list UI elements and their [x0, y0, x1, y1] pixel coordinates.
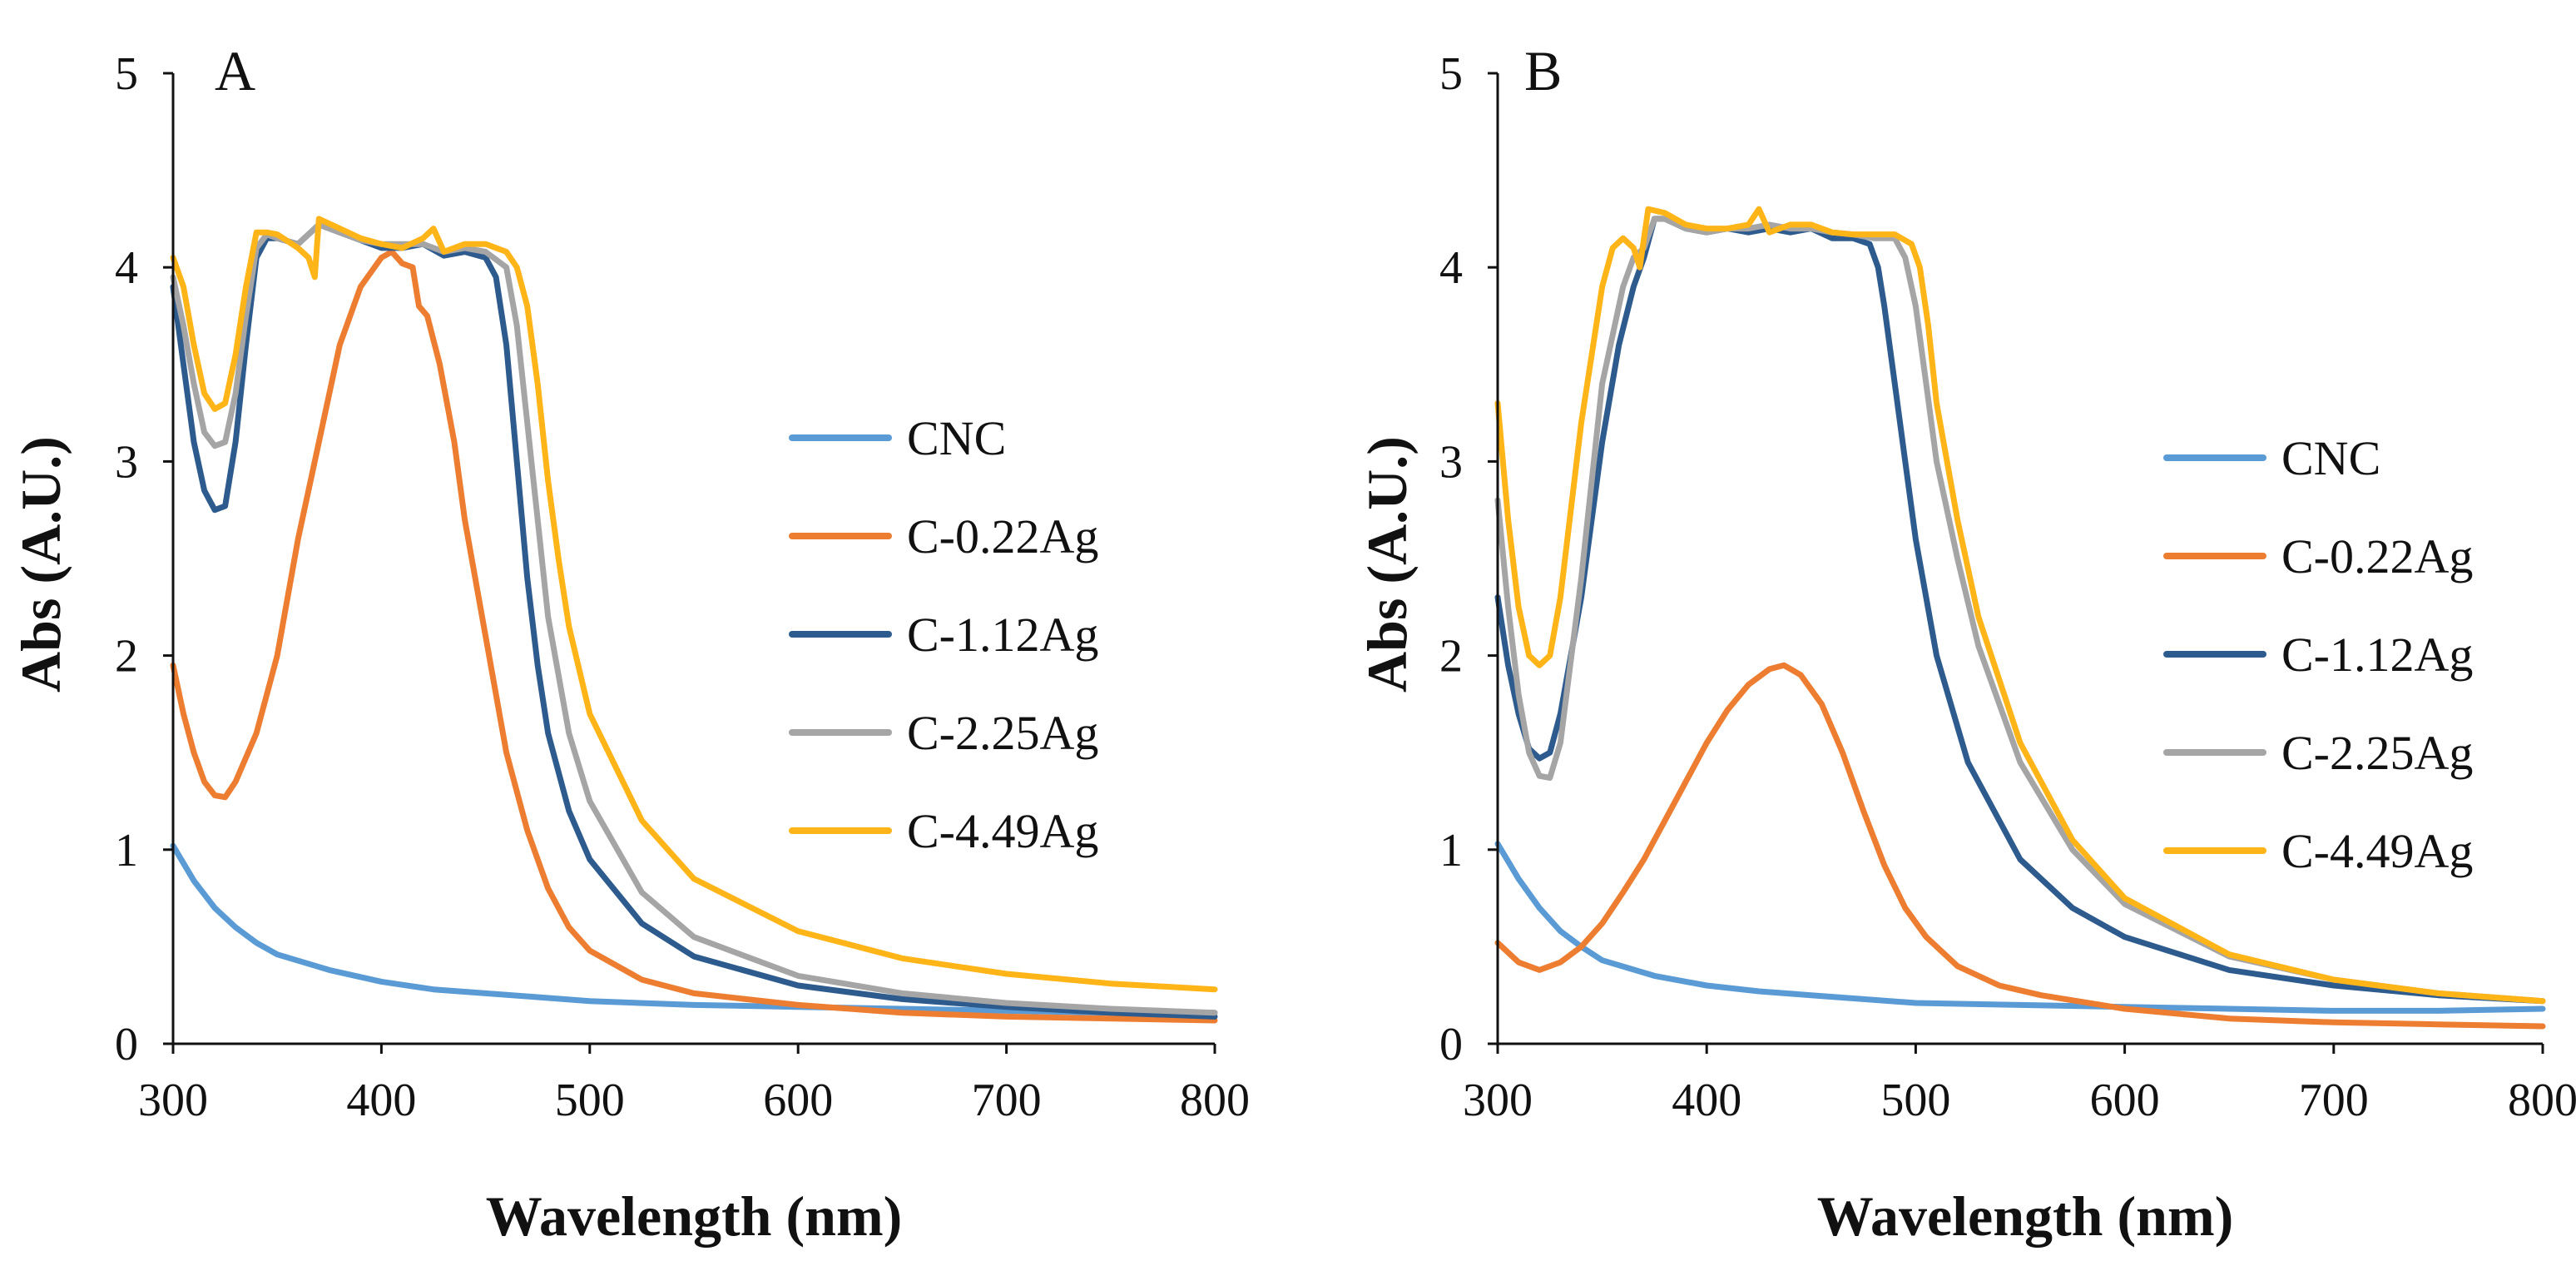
series-line-c-4-49ag-a	[170, 216, 1218, 993]
legend-label-cnc-a: CNC	[907, 411, 1006, 465]
x-tick-label-500-a: 500	[555, 1075, 625, 1126]
x-tick-label-800-b: 800	[2508, 1075, 2576, 1126]
panel-letter-a: A	[215, 39, 255, 102]
chart-panel-a: 0 1 2 3 4 5 300 400 500 600 700 800 A Wavelength (n…	[9, 39, 1250, 1248]
series-line-c-4-49ag-b	[1494, 206, 2546, 1005]
y-tick-label-1-b: 1	[1439, 825, 1463, 876]
y-axis-title-a: Abs (A.U.)	[9, 436, 72, 693]
series-line-c-0-22ag-a	[170, 249, 1218, 1024]
y-axis-title-b: Abs (A.U.)	[1355, 436, 1419, 693]
y-tick-label-0-a: 0	[115, 1019, 138, 1070]
x-axis-title-a: Wavelength (nm)	[486, 1184, 903, 1248]
chart-panel-b: 0 1 2 3 4 5 300 400 500 600 700 800 B Wavelength (n…	[1355, 39, 2576, 1248]
y-tick-label-1-a: 1	[115, 825, 138, 876]
series-line-c-2-25ag-a	[170, 221, 1218, 1016]
panel-letter-b: B	[1524, 39, 1562, 102]
y-tick-label-2-a: 2	[115, 631, 138, 683]
x-tick-label-600-a: 600	[763, 1075, 833, 1126]
legend-label-c-4-49ag-b: C-4.49Ag	[2281, 824, 2473, 878]
legend-a: CNC C-0.22Ag C-1.12Ag C-2.25Ag C-4.49Ag	[789, 411, 1098, 858]
x-tick-label-700-b: 700	[2299, 1075, 2369, 1126]
x-tick-label-300-b: 300	[1463, 1075, 1533, 1126]
legend-label-c-1-12ag-a: C-1.12Ag	[907, 608, 1098, 662]
series-layer-a	[170, 216, 1218, 1024]
legend-label-c-1-12ag-b: C-1.12Ag	[2281, 628, 2473, 682]
legend-label-c-0-22ag-a: C-0.22Ag	[907, 509, 1098, 563]
x-tick-label-400-b: 400	[1672, 1075, 1741, 1126]
y-tick-label-2-b: 2	[1439, 631, 1463, 683]
x-tick-label-800-a: 800	[1180, 1075, 1250, 1126]
y-tick-label-0-b: 0	[1439, 1019, 1463, 1070]
y-tick-label-5-b: 5	[1439, 48, 1463, 100]
legend-label-c-2-25ag-b: C-2.25Ag	[2281, 726, 2473, 780]
x-tick-label-700-a: 700	[972, 1075, 1042, 1126]
x-tick-label-500-b: 500	[1880, 1075, 1950, 1126]
series-layer-b	[1494, 206, 2546, 1030]
legend-label-c-4-49ag-a: C-4.49Ag	[907, 804, 1098, 858]
x-tick-label-400-a: 400	[346, 1075, 416, 1126]
y-tick-label-5-a: 5	[115, 48, 138, 100]
legend-label-cnc-b: CNC	[2281, 431, 2380, 485]
legend-b: CNC C-0.22Ag C-1.12Ag C-2.25Ag C-4.49Ag	[2163, 431, 2473, 878]
series-line-cnc-a	[170, 842, 1218, 1016]
y-tick-label-4-a: 4	[115, 242, 138, 294]
x-axis-title-b: Wavelength (nm)	[1817, 1184, 2234, 1248]
y-tick-label-4-b: 4	[1439, 242, 1463, 294]
axes-a: 0 1 2 3 4 5 300 400 500 600 700 800	[115, 48, 1250, 1126]
axes-b: 0 1 2 3 4 5 300 400 500 600 700 800	[1439, 48, 2576, 1126]
series-line-cnc-b	[1494, 841, 2546, 1014]
y-tick-label-3-a: 3	[115, 436, 138, 488]
legend-label-c-2-25ag-a: C-2.25Ag	[907, 706, 1098, 760]
x-tick-label-300-a: 300	[138, 1075, 208, 1126]
series-line-c-0-22ag-b	[1494, 662, 2546, 1030]
legend-label-c-0-22ag-b: C-0.22Ag	[2281, 529, 2473, 583]
x-tick-label-600-b: 600	[2090, 1075, 2160, 1126]
y-tick-label-3-b: 3	[1439, 436, 1463, 488]
